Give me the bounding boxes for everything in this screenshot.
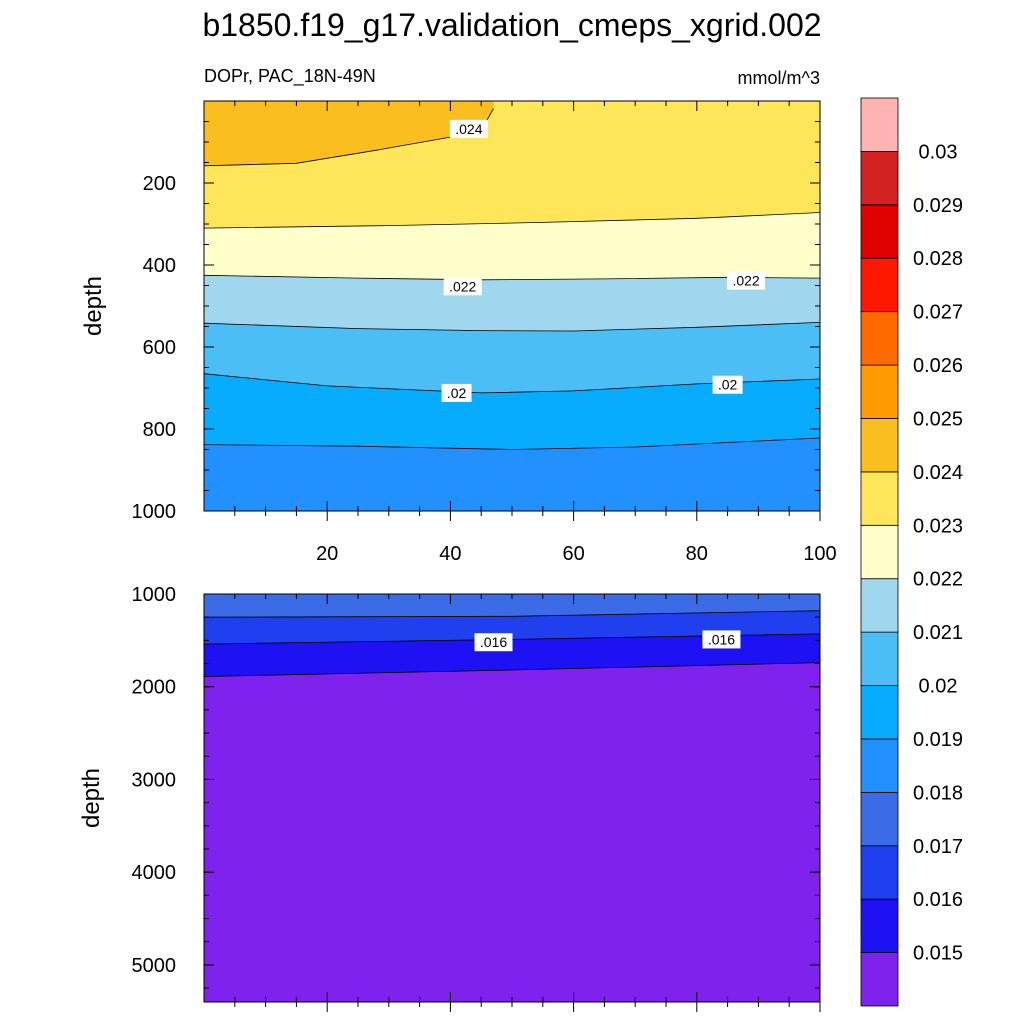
colorbar: 0.015 0.016 0.017 0.018 0.019 0.02 0.021 0.022 0… [860,97,963,1007]
colorbar-label: 0.025 [913,408,963,430]
y-tick-label: 600 [143,337,176,359]
upper-panel: DOPr, PAC_18N-49N mmol/m^3 .024 .022 .022.… [80,66,837,565]
colorbar-label: 0.022 [913,569,963,591]
x-tick-label: 80 [686,543,708,565]
lower-contour-fill [203,594,821,1002]
y-tick-label: 2000 [132,677,177,699]
upper-axis-ticks: 200 400 600 800 1000 20 40 60 80 100 [132,100,837,565]
colorbar-swatch [860,578,899,633]
contour-line [203,212,821,229]
contour-label: .022 [449,278,476,294]
y-tick-label: 1000 [132,584,177,606]
colorbar-label: 0.03 [919,141,958,163]
contour-label-box [727,271,766,290]
colorbar-swatch [860,898,899,953]
lower-contour-labels: .016 .016 [474,630,741,652]
contour-label-box [712,375,743,394]
y-tick-label: 400 [143,255,176,277]
y-tick-label: 800 [143,419,176,441]
colorbar-swatch [860,471,899,526]
x-tick-label: 100 [803,543,836,565]
colorbar-swatch [860,204,899,259]
contour-label: .024 [455,121,482,137]
colorbar-swatch [860,151,899,206]
lower-axis-ticks: 1000 2000 3000 4000 5000 [132,584,821,1012]
contour-label: .02 [718,377,738,393]
x-tick-label: 20 [316,543,338,565]
chart-title: b1850.f19_g17.validation_cmeps_xgrid.002 [202,7,821,43]
colorbar-swatch [860,631,899,686]
colorbar-swatch [860,845,899,900]
colorbar-label: 0.019 [913,729,963,751]
colorbar-label: 0.026 [913,355,963,377]
colorbar-label: 0.021 [913,622,963,644]
colorbar-swatch [860,257,899,313]
colorbar-label: 0.027 [913,302,963,324]
colorbar-swatch [860,738,899,793]
contour-label-box [443,277,482,296]
y-tick-label: 200 [143,173,176,195]
contour-label-box [474,633,513,652]
lower-y-axis-label: depth [78,768,105,828]
colorbar-swatch [860,418,899,473]
colorbar-swatch [860,524,899,580]
contour-label: .02 [447,385,467,401]
y-tick-label: 3000 [132,769,177,791]
colorbar-label: 0.029 [913,195,963,217]
colorbar-label: 0.015 [913,943,963,965]
x-tick-label: 60 [562,543,584,565]
contour-line [203,322,821,332]
colorbar-label: 0.024 [913,462,963,484]
contour-label-box [449,119,488,138]
contour-label-box [702,630,741,649]
colorbar-swatch [860,791,899,847]
units-label: mmol/m^3 [738,68,820,88]
x-tick-label: 40 [439,543,461,565]
colorbar-label: 0.018 [913,782,963,804]
contour-label: .016 [708,631,735,647]
variable-region-label: DOPr, PAC_18N-49N [204,66,376,87]
contour-label: .022 [732,273,759,289]
contour-band [204,101,494,166]
contour-line [203,610,821,618]
upper-contour-fill [203,101,821,511]
colorbar-swatch [860,311,899,366]
colorbar-swatch [860,364,899,419]
contour-band [204,594,820,618]
upper-y-axis-label: depth [80,276,107,336]
contour-label-box [441,383,472,402]
contour-line [203,437,821,450]
colorbar-swatch [860,685,899,740]
y-tick-label: 5000 [132,955,177,977]
colorbar-label: 0.028 [913,248,963,270]
y-tick-label: 4000 [132,862,177,884]
contour-label: .016 [480,634,507,650]
y-tick-label: 1000 [132,501,177,523]
colorbar-label: 0.016 [913,889,963,911]
colorbar-label: 0.017 [913,836,963,858]
contour-line [203,662,821,677]
colorbar-swatch [860,97,899,152]
colorbar-label: 0.023 [913,515,963,537]
colorbar-label: 0.02 [919,676,958,698]
lower-panel: .016 .016 1000 2000 3000 4000 5000 depth [78,584,821,1012]
upper-contour-labels: .024 .022 .022 .02 .02 [441,119,766,402]
colorbar-swatch [860,952,899,1007]
